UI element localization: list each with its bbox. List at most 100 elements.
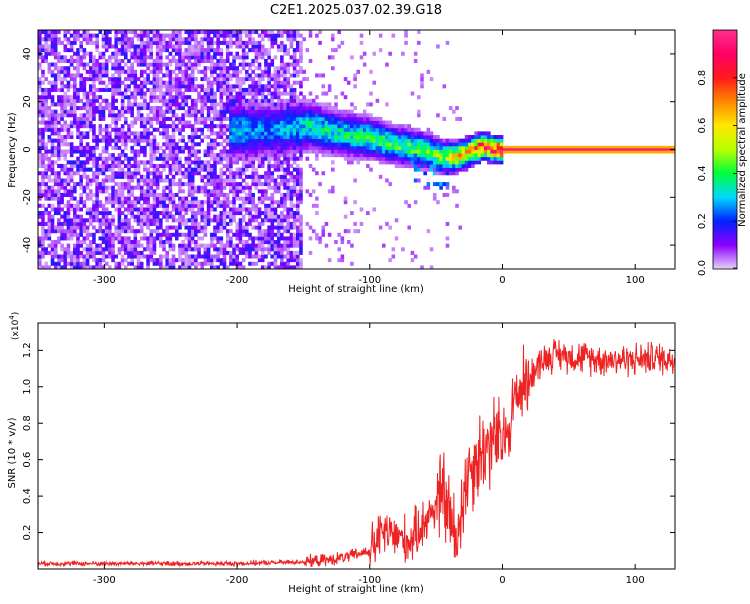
spectrogram-cell <box>190 211 195 216</box>
spectrogram-cell <box>181 55 185 60</box>
spectrogram-cell <box>209 80 214 85</box>
spectrogram-cell <box>197 44 201 49</box>
spectrogram-cell <box>165 102 169 107</box>
spectrogram-cell <box>165 33 169 38</box>
spectrogram-cell <box>270 247 275 252</box>
spectrogram-cell <box>353 131 357 136</box>
spectrogram-cell <box>295 135 300 140</box>
spectrogram-cell <box>260 189 265 194</box>
spectrogram-cell <box>235 37 240 42</box>
spectrogram-cell <box>155 87 160 92</box>
spectrogram-cell <box>174 163 179 168</box>
spectrogram-cell <box>229 171 233 176</box>
spectrogram-cell <box>95 196 99 201</box>
spectrogram-cell <box>194 113 198 118</box>
spectrogram-cell <box>155 58 160 63</box>
spectrogram-cell <box>270 106 275 111</box>
spectrogram-cell <box>63 98 68 103</box>
spectrogram-cell <box>251 37 255 42</box>
spectrogram-cell <box>219 51 224 56</box>
spectrogram-cell <box>206 182 211 187</box>
spectrogram-cell <box>63 167 68 172</box>
spectrogram-cell <box>372 120 377 125</box>
spectrogram-cell <box>340 109 345 114</box>
spectrogram-cell <box>146 80 150 85</box>
spectrogram-cell <box>206 98 211 103</box>
spectrogram-cell <box>165 174 169 179</box>
spectrogram-cell <box>295 163 300 168</box>
spectrogram-cell <box>187 44 192 49</box>
spectrogram-cell <box>82 160 87 165</box>
spectrogram-cell <box>216 109 220 114</box>
spectrogram-cell <box>60 66 64 71</box>
spectrogram-cell <box>168 240 173 245</box>
spectrogram-cell <box>318 182 322 187</box>
spectrogram-cell <box>302 69 306 74</box>
spectrogram-cell <box>254 138 259 143</box>
spectrogram-cell <box>190 109 195 114</box>
spectrogram-cell <box>120 69 125 74</box>
spectrogram-cell <box>82 203 87 208</box>
spectrogram-cell <box>448 106 453 111</box>
spectrogram-cell <box>47 106 52 111</box>
spectrogram-cell <box>53 73 58 78</box>
spectrogram-cell <box>235 51 240 56</box>
spectrogram-cell <box>251 135 255 140</box>
spectrogram-cell <box>394 145 399 150</box>
spectrogram-cell <box>445 192 450 197</box>
spectrogram-cell <box>248 73 252 78</box>
spectrogram-cell <box>391 149 396 154</box>
spectrogram-cell <box>162 247 166 252</box>
spectrogram-cell <box>292 62 297 67</box>
spectrogram-cell <box>260 135 265 140</box>
spectrogram-cell <box>79 185 83 190</box>
spectrogram-cell <box>38 240 42 245</box>
spectrogram-cell <box>146 131 150 136</box>
spectrogram-cell <box>273 66 278 71</box>
spectrogram-cell <box>117 185 122 190</box>
spectrogram-cell <box>168 84 173 89</box>
spectrogram-cell <box>343 196 348 201</box>
spectrogram-cell <box>245 106 249 111</box>
spectrogram-cell <box>152 30 157 35</box>
spectrogram-cell <box>194 66 198 71</box>
spectrogram-cell <box>41 80 45 85</box>
spectrogram-cell <box>439 156 443 161</box>
spectrogram-cell <box>321 120 326 125</box>
spectrogram-cell <box>194 62 198 67</box>
spectrogram-cell <box>60 149 64 154</box>
spectrogram-cell <box>92 62 96 67</box>
spectrogram-cell <box>260 120 265 125</box>
spectrogram-cell <box>276 131 281 136</box>
spectrogram-cell <box>111 62 115 67</box>
spectrogram-cell <box>280 44 284 49</box>
spectrogram-cell <box>155 185 160 190</box>
spectrogram-cell <box>203 153 208 158</box>
spectrogram-cell <box>219 240 224 245</box>
spectrogram-cell <box>353 153 357 158</box>
spectrogram-cell <box>286 254 291 259</box>
spectrogram-cell <box>245 98 249 103</box>
spectrogram-cell <box>108 236 112 241</box>
spectrogram-cell <box>63 37 68 42</box>
spectrogram-cell <box>299 149 303 154</box>
spectrogram-cell <box>133 254 138 259</box>
spectrogram-cell <box>44 153 48 158</box>
spectrogram-cell <box>267 243 271 248</box>
spectrogram-cell <box>130 55 134 60</box>
spectrogram-cell <box>57 178 61 183</box>
spectrogram-cell <box>130 214 134 219</box>
spectrogram-cell <box>474 142 478 147</box>
spectrogram-cell <box>178 203 182 208</box>
spectrogram-cell <box>388 160 392 165</box>
spectrogram-cell <box>222 84 227 89</box>
spectrogram-cell <box>82 149 87 154</box>
spectrogram-cell <box>200 174 205 179</box>
spectrogram-cell <box>108 167 112 172</box>
spectrogram-cell <box>292 174 297 179</box>
spectrogram-cell <box>241 200 246 205</box>
spectrogram-cell <box>53 229 58 234</box>
spectrogram-cell <box>92 171 96 176</box>
spectrogram-cell <box>280 261 284 266</box>
spectrogram-cell <box>79 116 83 121</box>
